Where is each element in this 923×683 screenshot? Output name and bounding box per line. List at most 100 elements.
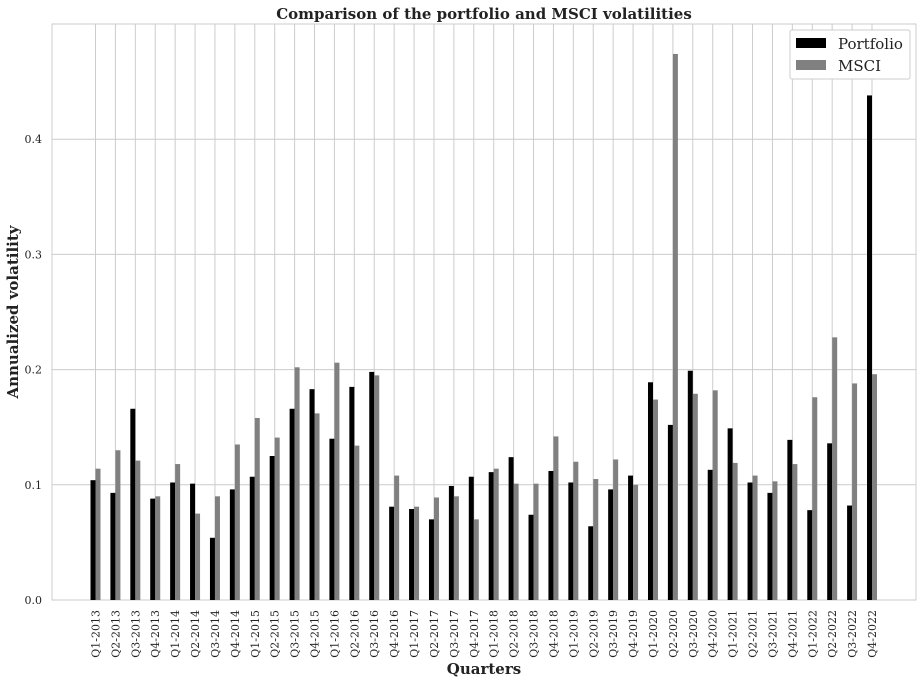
bar-msci (473, 519, 479, 600)
x-tick-label: Q4-2013 (149, 610, 162, 658)
bar-msci (513, 483, 519, 600)
bar-portfolio (130, 408, 136, 600)
bar-msci (334, 362, 340, 600)
bar-portfolio (767, 492, 773, 600)
bar-msci (712, 390, 718, 600)
bar-portfolio (150, 498, 156, 600)
x-tick-label: Q1-2014 (169, 610, 182, 658)
bar-msci (852, 383, 858, 600)
bar-portfolio (448, 485, 454, 600)
y-tick-labels: 0.0 0.1 0.2 0.3 0.4 (25, 133, 43, 607)
x-tick-label: Q3-2021 (766, 610, 779, 658)
bar-portfolio (269, 456, 275, 600)
legend-swatch-portfolio (796, 38, 826, 48)
bar-msci (573, 461, 579, 600)
bar-msci (254, 417, 260, 600)
bar-portfolio (508, 457, 514, 600)
bar-portfolio (289, 408, 295, 600)
bars (90, 53, 877, 600)
bar-msci (593, 479, 599, 600)
bar-msci (732, 462, 738, 600)
x-tick-label: Q3-2018 (528, 610, 541, 658)
x-tick-label: Q2-2014 (189, 610, 202, 658)
bar-msci (214, 496, 220, 600)
x-tick-label: Q4-2022 (866, 610, 879, 658)
x-tick-label: Q4-2019 (627, 610, 640, 658)
bar-msci (613, 459, 619, 600)
bar-portfolio (369, 371, 375, 600)
bar-msci (115, 450, 121, 600)
x-tick-label: Q1-2017 (408, 610, 421, 658)
bar-msci (652, 399, 658, 600)
y-tick-label: 0.3 (25, 248, 43, 261)
bar-msci (234, 444, 240, 600)
x-tick-label: Q1-2020 (647, 610, 660, 658)
bar-msci (553, 436, 559, 600)
bar-portfolio (209, 537, 215, 600)
x-tick-label: Q1-2021 (727, 610, 740, 658)
y-tick-label: 0.4 (25, 133, 43, 146)
bar-msci (493, 468, 499, 600)
x-tick-label: Q3-2014 (209, 610, 222, 658)
y-axis-label: Annualized volatility (4, 224, 22, 399)
bar-portfolio (647, 382, 653, 600)
bar-portfolio (588, 526, 594, 600)
x-tick-label: Q1-2016 (328, 610, 341, 658)
bar-portfolio (747, 482, 753, 600)
bar-portfolio (827, 443, 833, 600)
x-tick-label: Q1-2013 (90, 610, 103, 658)
x-tick-label: Q3-2019 (607, 610, 620, 658)
bar-portfolio (90, 480, 96, 600)
x-tick-label: Q2-2015 (269, 610, 282, 658)
legend: Portfolio MSCI (789, 29, 911, 80)
bar-portfolio (608, 489, 614, 600)
legend-label-msci: MSCI (838, 57, 881, 75)
bar-portfolio (349, 386, 355, 600)
y-tick-label: 0.0 (25, 594, 43, 607)
x-tick-label: Q2-2013 (109, 610, 122, 658)
bar-msci (692, 393, 698, 600)
x-tick-label: Q3-2016 (368, 610, 381, 658)
bar-portfolio (727, 428, 733, 600)
bar-portfolio (787, 439, 793, 600)
bar-portfolio (309, 389, 315, 600)
bar-msci (772, 481, 778, 600)
bar-msci (135, 460, 141, 600)
bar-msci (294, 367, 300, 600)
bar-portfolio (568, 482, 574, 600)
x-tick-label: Q1-2022 (806, 610, 819, 658)
x-tick-label: Q4-2017 (468, 610, 481, 658)
x-tick-label: Q4-2021 (786, 610, 799, 658)
plot-frame (51, 23, 917, 601)
bar-portfolio (707, 469, 713, 600)
bar-msci (414, 506, 420, 600)
x-tick-label: Q3-2017 (448, 610, 461, 658)
x-tick-label: Q1-2018 (488, 610, 501, 658)
bar-msci (633, 484, 639, 600)
x-tick-label: Q3-2015 (289, 610, 302, 658)
bar-portfolio (628, 475, 634, 600)
bar-portfolio (428, 519, 434, 600)
bar-portfolio (170, 482, 176, 600)
x-tick-labels: Q1-2013 Q2-2013 Q3-2013 Q4-2013 Q1-2014 Q2-20… (90, 610, 880, 658)
x-tick-label: Q2-2017 (428, 610, 441, 658)
bar-portfolio (548, 470, 554, 600)
x-tick-label: Q4-2016 (388, 610, 401, 658)
y-tick-label: 0.1 (25, 479, 43, 492)
bar-portfolio (249, 476, 255, 600)
x-tick-label: Q4-2015 (309, 610, 322, 658)
x-tick-label: Q2-2020 (667, 610, 680, 658)
bar-portfolio (687, 370, 693, 600)
bar-portfolio (468, 476, 474, 600)
bar-portfolio (409, 508, 415, 600)
x-tick-label: Q3-2022 (846, 610, 859, 658)
bar-portfolio (190, 483, 196, 600)
bar-msci (274, 437, 280, 600)
bar-portfolio (389, 506, 395, 600)
bar-msci (314, 413, 320, 600)
bar-msci (792, 464, 798, 600)
bar-portfolio (847, 505, 853, 600)
bar-portfolio (667, 424, 673, 600)
bar-msci (155, 496, 161, 600)
x-tick-label: Q1-2015 (249, 610, 262, 658)
